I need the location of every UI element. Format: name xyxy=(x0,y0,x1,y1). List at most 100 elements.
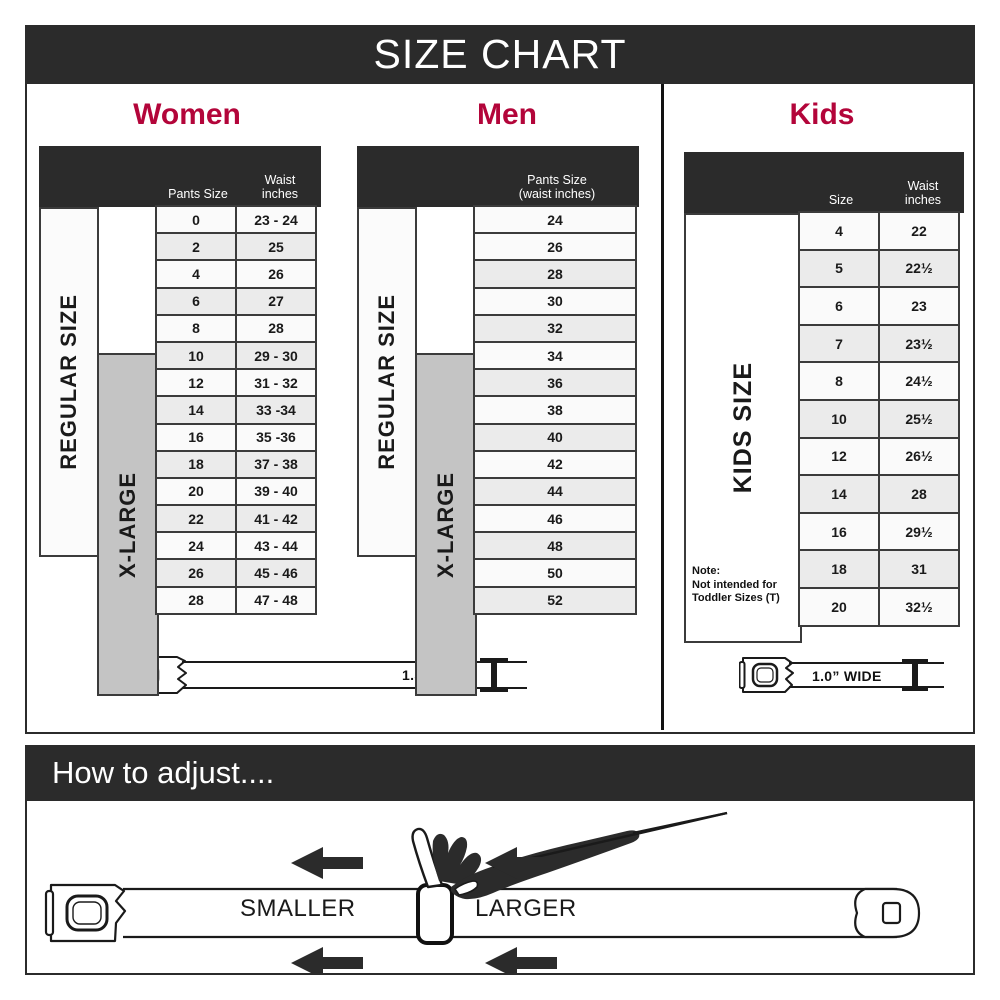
women-size-cell: 20 xyxy=(155,476,237,507)
women-band-xlarge: X-LARGE xyxy=(97,353,159,696)
kids-size-cell: 20 xyxy=(798,586,880,627)
kids-width-caliper-icon xyxy=(902,659,928,691)
kids-size-cell: 12 xyxy=(798,436,880,477)
row-band-spacer xyxy=(357,452,475,479)
smaller-label: SMALLER xyxy=(240,895,356,922)
kids-waist-cell: 22 xyxy=(878,211,960,251)
men-size-cell: 52 xyxy=(473,585,637,615)
row-band-spacer xyxy=(684,251,800,289)
men-size-cell: 50 xyxy=(473,558,637,588)
arrow-smaller-top-icon xyxy=(291,847,363,879)
women-waist-cell: 27 xyxy=(235,286,317,316)
women-waist-cell: 25 xyxy=(235,232,317,262)
men-size-cell: 42 xyxy=(473,449,637,479)
adjust-buckle-inner-square-2 xyxy=(72,901,102,925)
section-divider xyxy=(661,84,664,730)
kids-waist-cell: 24½ xyxy=(878,361,960,401)
width-caliper-icon xyxy=(480,658,508,692)
kids-table-header: Size Waist inches xyxy=(684,152,964,213)
row-band-spacer xyxy=(39,234,157,261)
men-size-cell: 28 xyxy=(473,259,637,289)
kids-size-cell: 8 xyxy=(798,361,880,401)
row-band-spacer xyxy=(684,476,800,514)
men-size-cell: 36 xyxy=(473,368,637,398)
section-title-kids: Kids xyxy=(789,98,855,131)
kids-waist-cell: 25½ xyxy=(878,398,960,439)
women-col-header-waist: Waist inches xyxy=(239,173,321,207)
men-col-header-line1: Pants Size xyxy=(527,173,587,187)
women-waist-cell: 35 -36 xyxy=(235,422,317,452)
women-size-cell: 2 xyxy=(155,232,237,262)
women-size-cell: 18 xyxy=(155,449,237,479)
women-waist-cell: 33 -34 xyxy=(235,395,317,425)
size-tables-panel: Women Men Kids Pants Size Waist inches R… xyxy=(25,84,975,734)
table-row: 32 xyxy=(357,313,639,343)
row-band-spacer xyxy=(39,343,157,370)
table-row: 26 45 - 46 xyxy=(39,558,321,588)
women-waist-cell: 26 xyxy=(235,259,317,289)
kids-note: Note: Not intended for Toddler Sizes (T) xyxy=(692,565,800,606)
kids-waist-cell: 28 xyxy=(878,474,960,514)
row-band-spacer xyxy=(357,261,475,288)
table-row: 40 xyxy=(357,422,639,452)
table-row: 26 xyxy=(357,232,639,262)
table-row: 16 29½ xyxy=(684,511,964,552)
adjust-slider-clip[interactable] xyxy=(416,883,454,945)
women-size-cell: 4 xyxy=(155,259,237,289)
table-row: 6 27 xyxy=(39,286,321,316)
row-band-spacer xyxy=(357,533,475,560)
kids-size-cell: 7 xyxy=(798,323,880,364)
kids-band-kids-size: KIDS SIZE xyxy=(684,213,802,643)
men-col-header-pants-size: Pants Size (waist inches) xyxy=(475,173,639,207)
table-row: 8 24½ xyxy=(684,361,964,401)
row-band-spacer xyxy=(684,514,800,552)
row-band-spacer xyxy=(684,363,800,401)
table-row: 12 31 - 32 xyxy=(39,368,321,398)
hand-icon xyxy=(411,811,728,900)
row-band-spacer xyxy=(357,343,475,370)
row-band-spacer xyxy=(39,533,157,560)
table-row: 6 23 xyxy=(684,286,964,326)
kids-belt-buckle-pin xyxy=(738,661,746,689)
kids-belt-width-label: 1.0” WIDE xyxy=(812,668,882,684)
women-col-header-waist-line2: inches xyxy=(261,187,299,201)
table-row: 0 23 - 24 xyxy=(39,205,321,235)
men-size-cell: 38 xyxy=(473,395,637,425)
women-size-cell: 26 xyxy=(155,558,237,588)
women-size-cell: 24 xyxy=(155,531,237,561)
women-size-cell: 12 xyxy=(155,368,237,398)
men-size-cell: 48 xyxy=(473,531,637,561)
row-band-spacer xyxy=(357,560,475,587)
section-title-women: Women xyxy=(133,98,241,131)
row-band-spacer xyxy=(39,261,157,288)
men-size-cell: 26 xyxy=(473,232,637,262)
women-band-regular-size: REGULAR SIZE xyxy=(39,207,99,557)
kids-col-header-waist: Waist inches xyxy=(882,179,964,213)
men-size-cell: 32 xyxy=(473,313,637,343)
kids-size-cell: 4 xyxy=(798,211,880,251)
kids-note-line2: Not intended for xyxy=(692,578,777,591)
table-row: 42 xyxy=(357,449,639,479)
row-band-spacer xyxy=(684,213,800,251)
row-band-spacer xyxy=(357,425,475,452)
men-size-cell: 44 xyxy=(473,476,637,507)
kids-waist-cell: 23½ xyxy=(878,323,960,364)
table-row: 16 35 -36 xyxy=(39,422,321,452)
kids-waist-cell: 23 xyxy=(878,286,960,326)
men-col-header-line2: (waist inches) xyxy=(518,187,596,201)
row-band-spacer xyxy=(39,425,157,452)
women-size-cell: 0 xyxy=(155,205,237,235)
table-row: 7 23½ xyxy=(684,323,964,364)
row-band-spacer xyxy=(684,401,800,439)
table-row: 8 28 xyxy=(39,313,321,343)
table-row: 4 22 xyxy=(684,211,964,251)
row-band-spacer xyxy=(357,506,475,533)
kids-belt-diagram: 1.0” WIDE xyxy=(738,654,969,702)
table-row: 24 43 - 44 xyxy=(39,531,321,561)
row-band-spacer xyxy=(39,289,157,316)
larger-label: LARGER xyxy=(475,895,577,922)
row-band-spacer xyxy=(684,288,800,326)
kids-size-cell: 5 xyxy=(798,248,880,289)
arrow-smaller-bottom-icon xyxy=(291,947,363,973)
